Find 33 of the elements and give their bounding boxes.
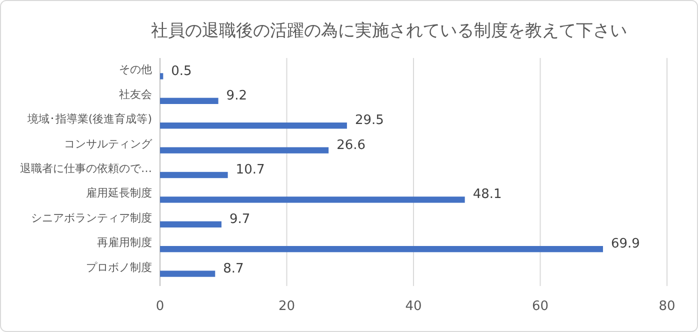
y-tick-label: 境域･指導業(後進育成等) <box>26 112 152 126</box>
data-label: 9.2 <box>226 88 247 104</box>
bar <box>160 270 216 277</box>
bar <box>160 122 347 129</box>
bar <box>160 73 164 80</box>
x-tick-label: 40 <box>405 299 422 314</box>
data-label: 8.7 <box>223 261 244 276</box>
bar <box>160 221 222 228</box>
data-label: 9.7 <box>229 212 250 227</box>
x-tick-label: 0 <box>156 299 164 314</box>
x-tick-label: 80 <box>658 299 676 314</box>
bar <box>160 196 465 203</box>
y-tick-label: 雇用延長制度 <box>86 186 152 200</box>
y-tick-label: プロボノ制度 <box>86 260 152 274</box>
y-tick-label: その他 <box>119 63 152 76</box>
bar <box>160 147 329 154</box>
y-tick-label: 退職者に仕事の依頼ので… <box>20 162 152 176</box>
data-label: 0.5 <box>171 64 192 79</box>
data-label: 10.7 <box>236 162 265 178</box>
data-label: 26.6 <box>336 138 366 153</box>
x-tick-label: 20 <box>278 299 296 314</box>
data-label: 29.5 <box>354 113 384 128</box>
bar <box>160 172 228 178</box>
data-label: 69.9 <box>610 236 640 252</box>
y-tick-label: 再雇用制度 <box>97 236 152 250</box>
y-tick-label: 社友会 <box>119 88 152 101</box>
y-tick-label: コンサルティング <box>64 137 153 150</box>
data-label: 48.1 <box>472 187 502 202</box>
bar <box>160 98 218 104</box>
y-tick-label: シニアボランティア制度 <box>31 211 152 224</box>
bar <box>160 246 603 252</box>
chart-title: 社員の退職後の活躍の為に実施されている制度を教えて下さい <box>151 21 627 41</box>
x-tick-label: 60 <box>532 299 549 314</box>
